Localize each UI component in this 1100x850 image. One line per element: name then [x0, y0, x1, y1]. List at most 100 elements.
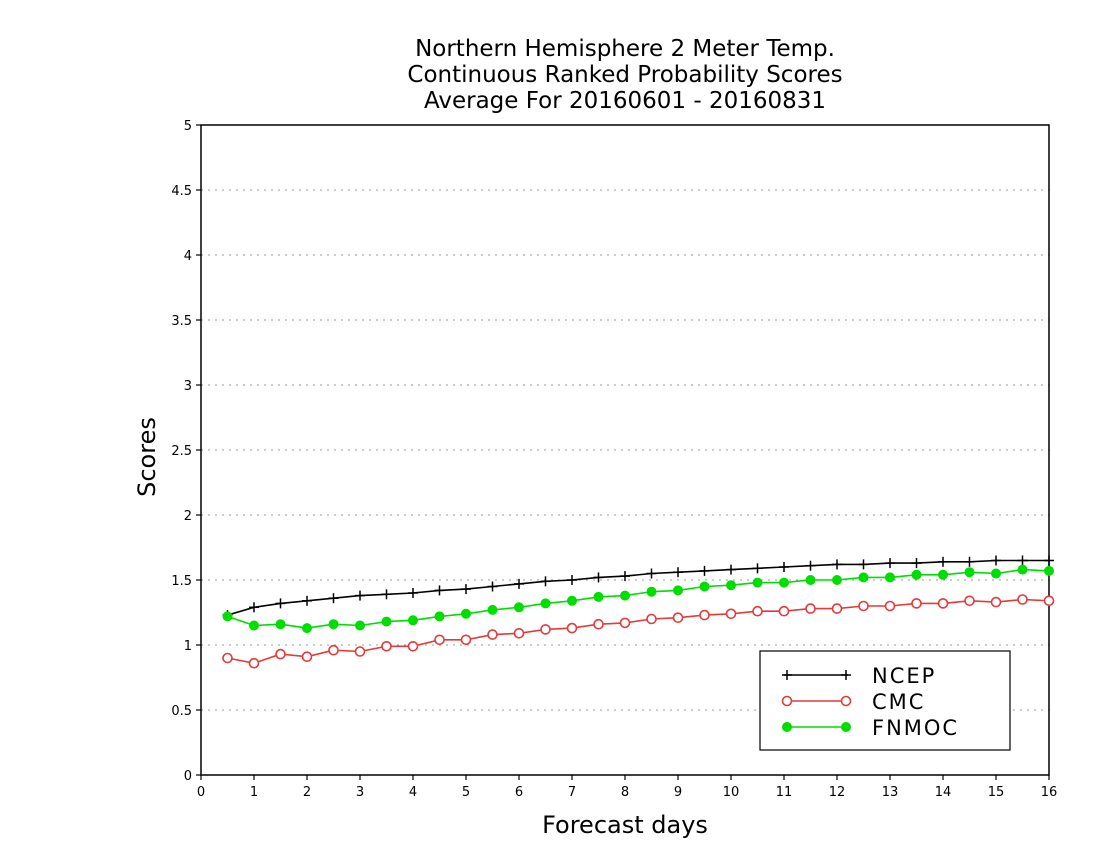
- series-cmc-point: [831, 603, 843, 614]
- series-cmc-point: [460, 634, 472, 646]
- series-cmc: [222, 594, 1055, 669]
- series-ncep-point: [858, 559, 869, 570]
- series-ncep-point: [673, 567, 683, 578]
- series-fnmoc-point: [726, 580, 736, 591]
- series-ncep-point: [328, 593, 339, 604]
- y-tick-label: 1: [184, 639, 192, 654]
- y-tick-label: 1.5: [171, 574, 192, 589]
- series-ncep-point: [885, 558, 895, 569]
- series-fnmoc: [222, 564, 1054, 634]
- series-cmc-point: [858, 600, 869, 612]
- series-fnmoc-point: [938, 569, 948, 580]
- series-cmc-point: [778, 605, 790, 617]
- series-ncep-point: [593, 572, 604, 583]
- series-ncep-point: [646, 568, 657, 579]
- legend-marker: [841, 670, 851, 680]
- series-fnmoc-point: [858, 572, 869, 583]
- chart-title-line-1: Northern Hemisphere 2 Meter Temp.: [415, 36, 835, 62]
- x-tick-label: 13: [882, 785, 899, 800]
- series-ncep-point: [381, 589, 392, 600]
- series-cmc-point: [1017, 594, 1028, 605]
- y-tick-label: 4: [184, 249, 192, 264]
- series-cmc-point: [805, 603, 816, 614]
- series-ncep-point: [249, 602, 259, 613]
- series-ncep-point: [779, 562, 789, 572]
- series-fnmoc-point: [487, 604, 498, 615]
- x-tick-label: 3: [356, 785, 364, 800]
- series-cmc-point: [752, 605, 763, 617]
- legend-marker: [782, 722, 792, 732]
- series-fnmoc-point: [1044, 565, 1054, 576]
- series-cmc-point: [513, 627, 525, 639]
- series-cmc-point: [407, 640, 419, 652]
- series-cmc-point: [487, 629, 498, 640]
- series-ncep-point: [1017, 555, 1028, 566]
- series-fnmoc-point: [434, 611, 445, 622]
- series-cmc-point: [354, 646, 366, 657]
- x-tick-label: 5: [462, 785, 470, 800]
- series-fnmoc-point: [381, 616, 392, 627]
- series-cmc-point: [1043, 595, 1055, 607]
- series-fnmoc-point: [222, 611, 233, 622]
- series-fnmoc-point: [1017, 564, 1028, 575]
- series-layer: [222, 555, 1055, 669]
- axes: 00.511.522.533.544.550 1 2 3 4 5 6 7 8 9 10 11 12 13 1…: [171, 119, 1057, 800]
- legend-label-fnmoc: FNMOC: [872, 716, 959, 740]
- y-axis-label: Scores: [133, 417, 161, 497]
- series-ncep-point: [911, 558, 922, 569]
- series-ncep-point: [434, 585, 445, 596]
- series-fnmoc-point: [964, 567, 975, 578]
- x-tick-label: 15: [988, 785, 1005, 800]
- series-fnmoc-point: [593, 591, 604, 602]
- series-cmc-point: [937, 598, 949, 609]
- x-tick-label: 16: [1041, 785, 1058, 800]
- series-ncep-point: [620, 571, 630, 582]
- series-ncep-point: [408, 588, 418, 598]
- y-tick-label: 0.5: [171, 704, 192, 719]
- legend-item-cmc: CMC: [781, 690, 923, 714]
- x-tick-label: 11: [776, 785, 793, 800]
- legend-marker: [782, 670, 792, 680]
- series-cmc-point: [619, 617, 631, 629]
- series-cmc-point: [964, 595, 975, 607]
- series-ncep-point: [964, 556, 975, 567]
- series-cmc-point: [222, 652, 233, 664]
- legend-marker: [841, 722, 851, 732]
- series-ncep-line: [227, 559, 1049, 616]
- series-ncep-point: [938, 556, 948, 567]
- series-fnmoc-point: [540, 598, 551, 609]
- y-tick-label: 4.5: [171, 184, 192, 199]
- series-ncep-point: [991, 555, 1001, 566]
- series-fnmoc-point: [328, 619, 339, 630]
- series-fnmoc-point: [805, 575, 816, 585]
- series-ncep-point: [805, 560, 816, 571]
- series-cmc-point: [434, 634, 445, 646]
- series-cmc-point: [911, 598, 922, 609]
- series-ncep-point: [302, 595, 312, 606]
- series-ncep-point: [540, 576, 551, 587]
- x-tick-label: 0: [197, 785, 205, 800]
- y-tick-label: 3: [184, 379, 192, 394]
- x-tick-label: 4: [409, 785, 417, 800]
- series-fnmoc-point: [567, 595, 577, 606]
- series-ncep-point: [699, 565, 710, 576]
- y-tick-label: 2.5: [171, 444, 192, 459]
- x-tick-label: 2: [303, 785, 311, 800]
- series-cmc-point: [381, 640, 392, 652]
- series-cmc-point: [884, 600, 896, 612]
- series-ncep-point: [514, 578, 524, 589]
- series-cmc-point: [248, 657, 260, 669]
- x-tick-label: 1: [250, 785, 258, 800]
- series-fnmoc-point: [832, 575, 842, 585]
- series-fnmoc-point: [911, 569, 922, 580]
- series-ncep-point: [726, 564, 736, 575]
- series-cmc-point: [275, 648, 286, 660]
- series-ncep-point: [275, 598, 286, 609]
- y-tick-label: 3.5: [171, 314, 192, 329]
- series-cmc-point: [672, 612, 684, 624]
- series-cmc-point: [646, 613, 657, 625]
- legend-label-ncep: NCEP: [872, 664, 936, 688]
- series-fnmoc-point: [249, 620, 259, 631]
- grid-lines: [201, 189, 1049, 711]
- x-tick-label: 9: [674, 785, 682, 800]
